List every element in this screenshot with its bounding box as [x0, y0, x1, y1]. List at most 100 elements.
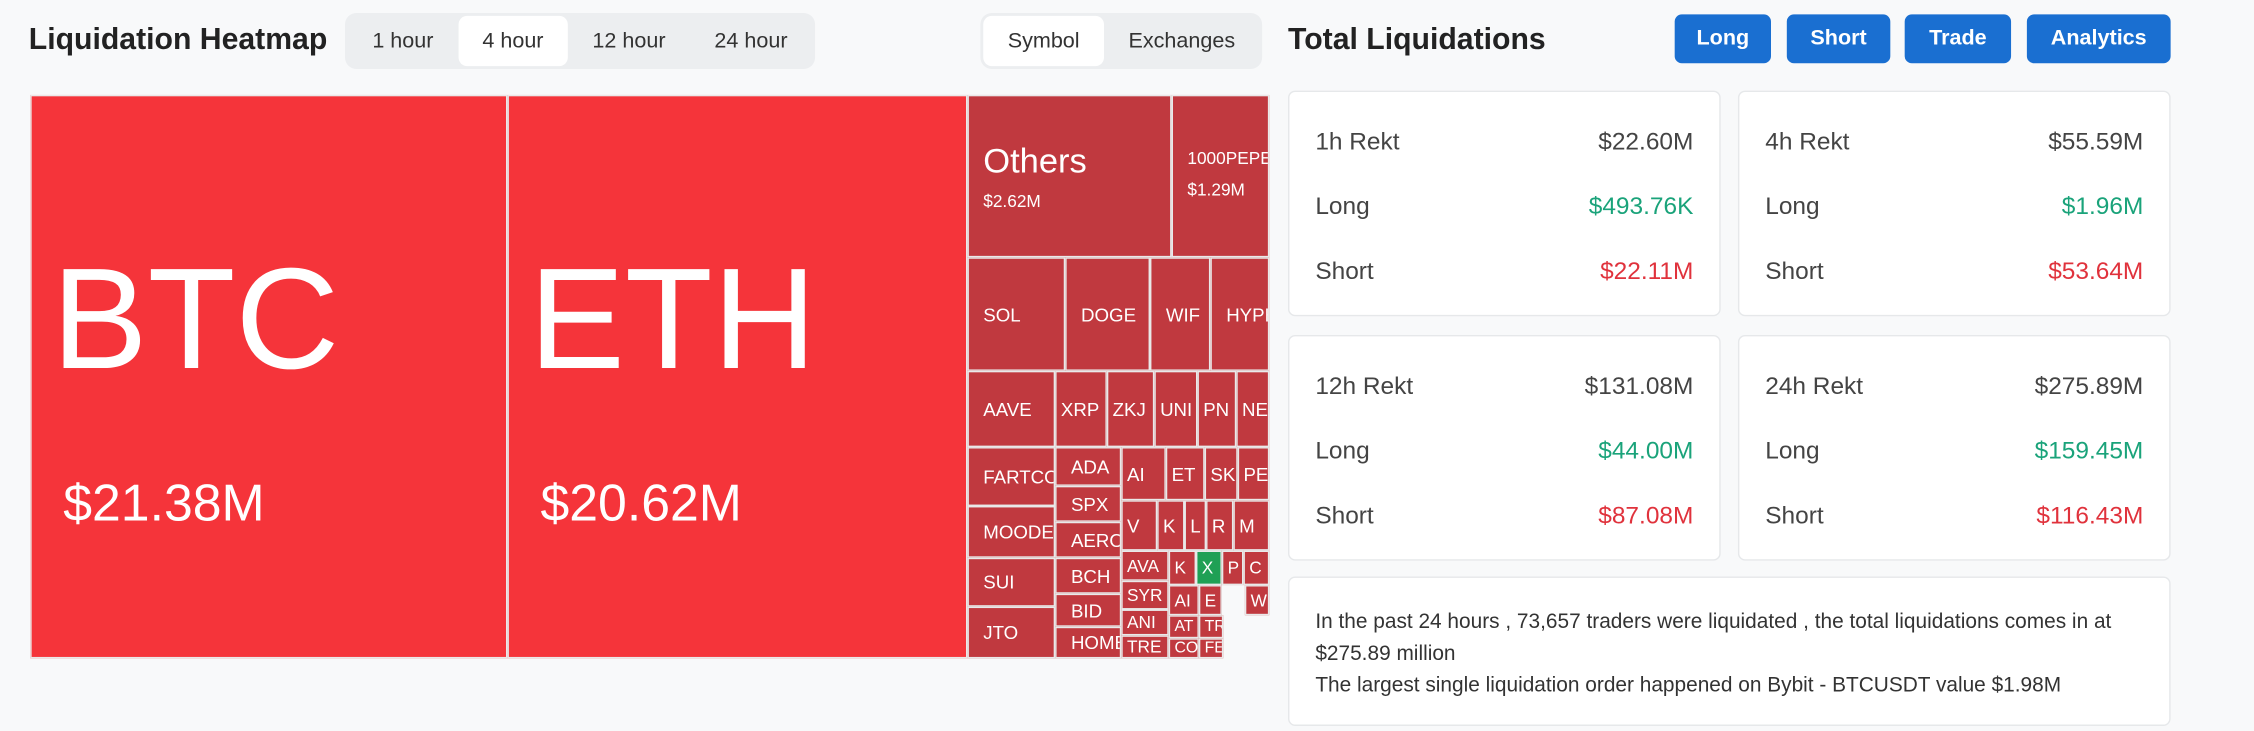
treemap-cell: UNI — [1154, 370, 1198, 448]
cell-label: ADA — [1070, 455, 1110, 478]
treemap-cell: AI — [1168, 585, 1199, 616]
cell-label: W — [1250, 590, 1267, 611]
cell-label: MOODENG — [983, 521, 1054, 543]
treemap-cell: SUI — [967, 557, 1056, 607]
treemap-cell: SPX — [1055, 485, 1122, 522]
treemap-cell: FE — [1198, 638, 1224, 659]
card-row: 12h Rekt $131.08M — [1315, 372, 1693, 401]
treemap-cell: C — [1243, 550, 1270, 586]
tab[interactable]: 1 hour — [372, 28, 434, 54]
cell-label: AERO — [1070, 529, 1122, 551]
cell-label: CO — [1174, 639, 1199, 657]
treemap-cell: NE — [1236, 370, 1270, 448]
treemap-cell: W — [1244, 585, 1270, 616]
treemap-cell: SK — [1204, 447, 1238, 501]
cell-label: R — [1211, 514, 1226, 537]
treemap-cell: AVA — [1121, 550, 1169, 581]
treemap-cell: K — [1157, 500, 1185, 551]
row-label: Short — [1765, 257, 1824, 285]
cell-label: P — [1227, 557, 1240, 578]
treemap-cell: FARTCOIN — [967, 447, 1056, 506]
tab[interactable]: Symbol — [983, 15, 1105, 67]
cell-label: JTO — [983, 621, 1019, 644]
rekt-card: 4h Rekt $55.59M Long $1.96M Short $53.64M — [1737, 90, 2171, 317]
treemap-cell: HYPE — [1210, 257, 1270, 371]
cell-label: E — [1204, 590, 1217, 611]
summary-line: In the past 24 hours , 73,657 traders we… — [1315, 610, 2112, 666]
tab[interactable]: 24 hour — [714, 28, 788, 54]
row-label: 24h Rekt — [1765, 372, 1864, 400]
treemap-cell: K — [1168, 550, 1196, 586]
panel-title: Total Liquidations — [1288, 23, 1546, 57]
cell-label: AI — [1174, 590, 1191, 611]
treemap-cell: PN — [1197, 370, 1237, 448]
treemap-cell: JTO — [967, 606, 1056, 659]
rekt-card: 12h Rekt $131.08M Long $44.00M Short $87.08M — [1288, 334, 1721, 561]
row-label: 4h Rekt — [1765, 127, 1850, 156]
cell-label: TRE — [1127, 636, 1162, 657]
row-label: 12h Rekt — [1315, 372, 1414, 400]
treemap-cell: AERO — [1055, 521, 1122, 558]
row-label: Short — [1315, 501, 1374, 529]
treemap-cell: E — [1198, 585, 1222, 616]
cell-label: XRP — [1060, 398, 1100, 420]
rekt-card: 24h Rekt $275.89M Long $159.45M Short $116.43… — [1737, 334, 2171, 561]
row-value: $275.89M — [2034, 372, 2144, 400]
tab[interactable]: Exchanges — [1128, 28, 1236, 54]
card-row: Short $53.64M — [1765, 257, 2143, 286]
cell-label: TR — [1204, 618, 1222, 636]
cell-value: $2.62M — [983, 191, 1041, 212]
row-label: 1h Rekt — [1315, 127, 1400, 156]
treemap-cell: ZKJ — [1106, 370, 1155, 448]
cell-label: L — [1190, 514, 1201, 537]
row-value: $131.08M — [1584, 372, 1694, 400]
row-value: $493.76K — [1588, 192, 1694, 220]
cell-label: ZKJ — [1112, 398, 1146, 420]
treemap-cell: DOGE — [1065, 257, 1150, 371]
cell-value: $20.62M — [540, 472, 742, 532]
cell-label: NE — [1242, 398, 1268, 420]
treemap-cell: AAVE — [967, 370, 1056, 448]
treemap-cell: V — [1121, 500, 1158, 551]
row-label: Long — [1315, 437, 1370, 465]
button[interactable]: Long — [1674, 14, 1771, 64]
treemap-cell: AI — [1121, 447, 1166, 501]
button[interactable]: Trade — [1904, 14, 2012, 64]
treemap-cell: ANI — [1121, 609, 1169, 636]
treemap-cell: SYR — [1121, 580, 1169, 610]
treemap-cell: ADA — [1055, 447, 1122, 486]
treemap-cell: TR — [1198, 615, 1224, 639]
treemap-cell: ET — [1165, 447, 1205, 501]
cell-label: Others — [983, 142, 1087, 182]
card-row: 1h Rekt $22.60M — [1315, 128, 1693, 157]
cell-label: BID — [1070, 599, 1103, 621]
cell-label: HOME — [1070, 631, 1120, 654]
card-row: Short $22.11M — [1315, 257, 1693, 286]
row-value: $87.08M — [1598, 501, 1694, 529]
button[interactable]: Analytics — [2026, 14, 2171, 64]
card-row: Short $116.43M — [1765, 502, 2143, 531]
cell-label: K — [1162, 514, 1176, 537]
row-value: $44.00M — [1598, 437, 1694, 465]
cell-label: DOGE — [1081, 303, 1137, 325]
treemap-cell: WIF — [1150, 257, 1211, 371]
treemap-cell: AT — [1168, 615, 1199, 639]
treemap-cell: M — [1233, 500, 1270, 551]
summary: In the past 24 hours , 73,657 traders we… — [1288, 576, 2171, 726]
treemap-cell: TRE — [1121, 635, 1169, 659]
treemap-cell: Others $2.62M — [967, 94, 1172, 258]
cell-label: FARTCOIN — [983, 465, 1053, 488]
cell-label: SK — [1210, 462, 1236, 485]
card-row: Short $87.08M — [1315, 502, 1693, 531]
tab[interactable]: 4 hour — [457, 15, 568, 67]
treemap-cell: BID — [1055, 593, 1122, 627]
cell-label: UNI — [1160, 398, 1193, 420]
tab[interactable]: 12 hour — [592, 28, 666, 54]
row-value: $116.43M — [2036, 501, 2144, 529]
cell-label: BCH — [1070, 564, 1111, 587]
row-value: $55.59M — [2048, 127, 2144, 156]
treemap-cell: R — [1206, 500, 1234, 551]
button[interactable]: Short — [1786, 14, 1891, 64]
cell-label: X — [1201, 557, 1214, 578]
